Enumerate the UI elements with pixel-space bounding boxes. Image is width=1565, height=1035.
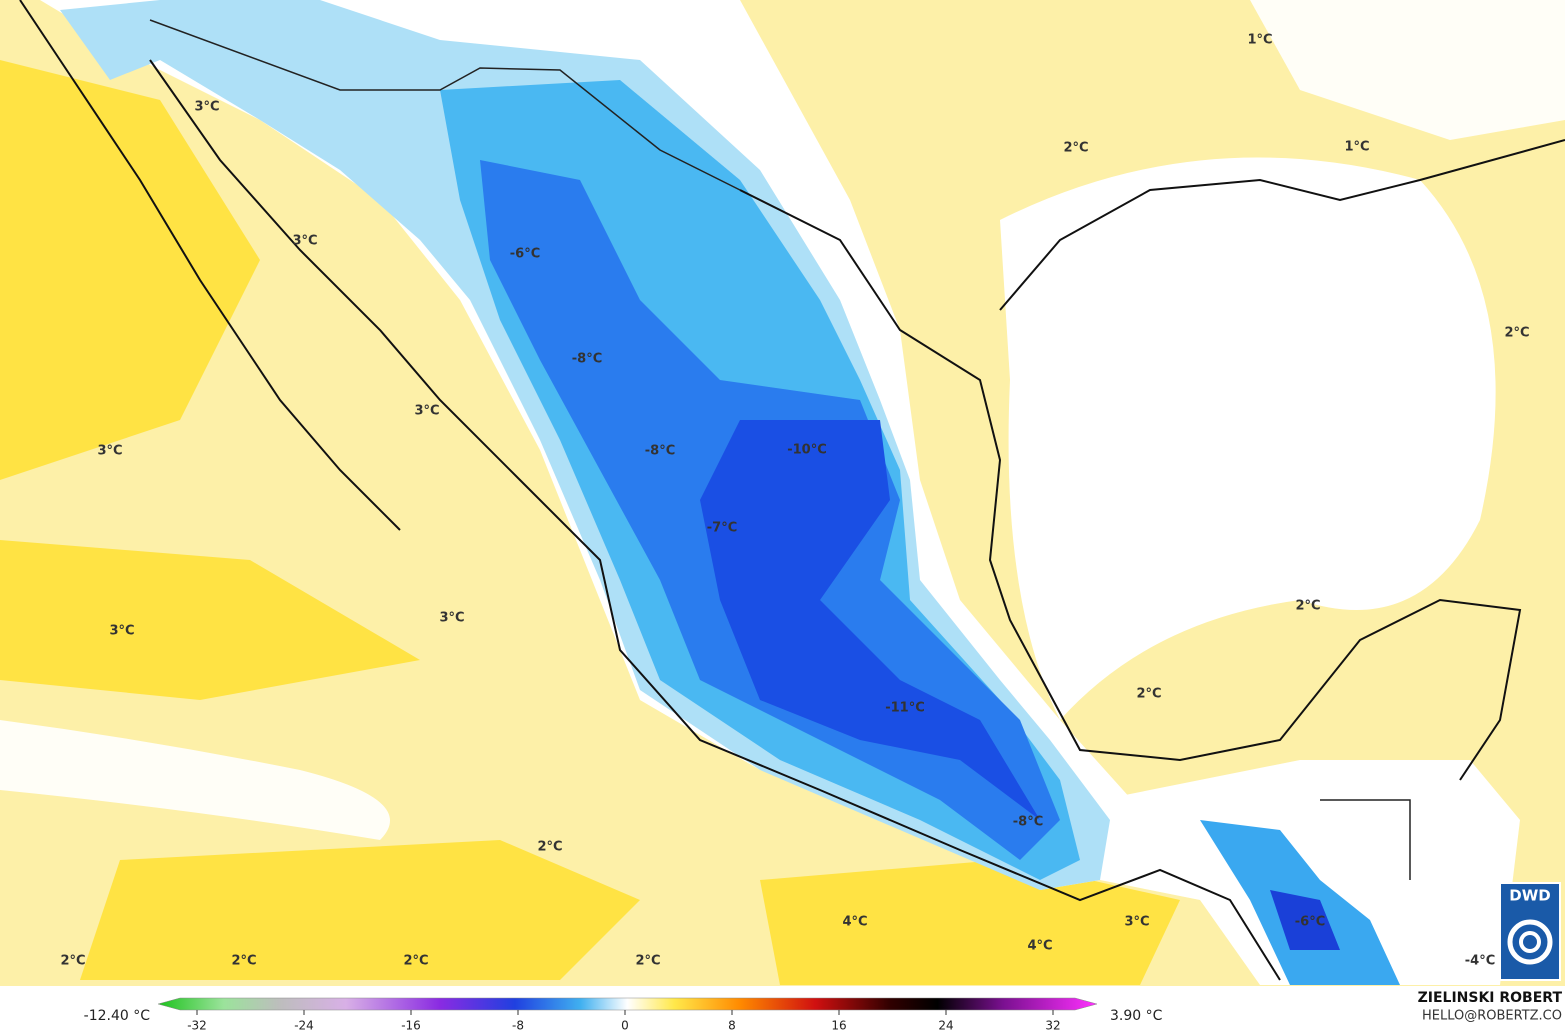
- author: ZIELINSKI ROBERT: [1418, 990, 1563, 1006]
- temperature-label: 4°C: [1027, 939, 1052, 954]
- temperature-label: -10°C: [787, 443, 827, 458]
- dwd-logo: DWD: [1499, 882, 1561, 981]
- temperature-label: 2°C: [635, 954, 660, 969]
- temperature-label: -6°C: [510, 247, 540, 262]
- temperature-label: -8°C: [645, 444, 675, 459]
- temperature-label: -8°C: [572, 352, 602, 367]
- temperature-label: 3°C: [414, 404, 439, 419]
- temperature-labels: 1°C 3°C 2°C 1°C 3°C -6°C 2°C -8°C 3°C 3°C -8°C -10°…: [60, 33, 1529, 969]
- temperature-label: 4°C: [842, 915, 867, 930]
- temperature-label: -6°C: [1295, 915, 1325, 930]
- temperature-label: -7°C: [707, 521, 737, 536]
- temperature-label: 3°C: [439, 611, 464, 626]
- temperature-label: -4°C: [1465, 954, 1495, 969]
- temperature-label: 3°C: [292, 234, 317, 249]
- colorbar-tick-label: 16: [831, 1019, 846, 1033]
- temperature-label: -8°C: [1013, 815, 1043, 830]
- colorbar-tick-label: -24: [294, 1019, 314, 1033]
- temperature-label: 2°C: [1504, 326, 1529, 341]
- temperature-label: 2°C: [537, 840, 562, 855]
- temperature-label: 2°C: [1063, 141, 1088, 156]
- map-field: [0, 0, 1565, 986]
- colorbar-tick-label: 0: [621, 1019, 629, 1033]
- colorbar-legend: -12.40 °C 3.90 °C ZIELINSKI ROBERT HELLO…: [0, 986, 1565, 1035]
- colorbar: [157, 997, 1098, 1011]
- temperature-label: 1°C: [1344, 140, 1369, 155]
- temperature-label: -11°C: [885, 701, 925, 716]
- temperature-label: 3°C: [1124, 915, 1149, 930]
- temperature-label: 2°C: [1136, 687, 1161, 702]
- colorbar-tick-label: -32: [187, 1019, 207, 1033]
- legend-strip: [0, 986, 1565, 1035]
- temperature-label: 3°C: [194, 100, 219, 115]
- logo-text: DWD: [1509, 887, 1550, 905]
- temperature-label: 3°C: [109, 624, 134, 639]
- colorbar-tick-label: 8: [728, 1019, 736, 1033]
- colorbar-tick-label: -16: [401, 1019, 421, 1033]
- colorbar-tick-label: 24: [938, 1019, 953, 1033]
- temperature-label: 2°C: [60, 954, 85, 969]
- min-value: -12.40 °C: [84, 1008, 151, 1024]
- temperature-label: 1°C: [1247, 33, 1272, 48]
- temperature-label: 3°C: [97, 444, 122, 459]
- colorbar-tick-label: 32: [1045, 1019, 1060, 1033]
- temperature-label: 2°C: [231, 954, 256, 969]
- contact: HELLO@ROBERTZ.CO: [1422, 1009, 1562, 1024]
- max-value: 3.90 °C: [1110, 1008, 1163, 1024]
- colorbar-tick-label: -8: [512, 1019, 524, 1033]
- temperature-label: 2°C: [403, 954, 428, 969]
- temperature-label: 2°C: [1295, 599, 1320, 614]
